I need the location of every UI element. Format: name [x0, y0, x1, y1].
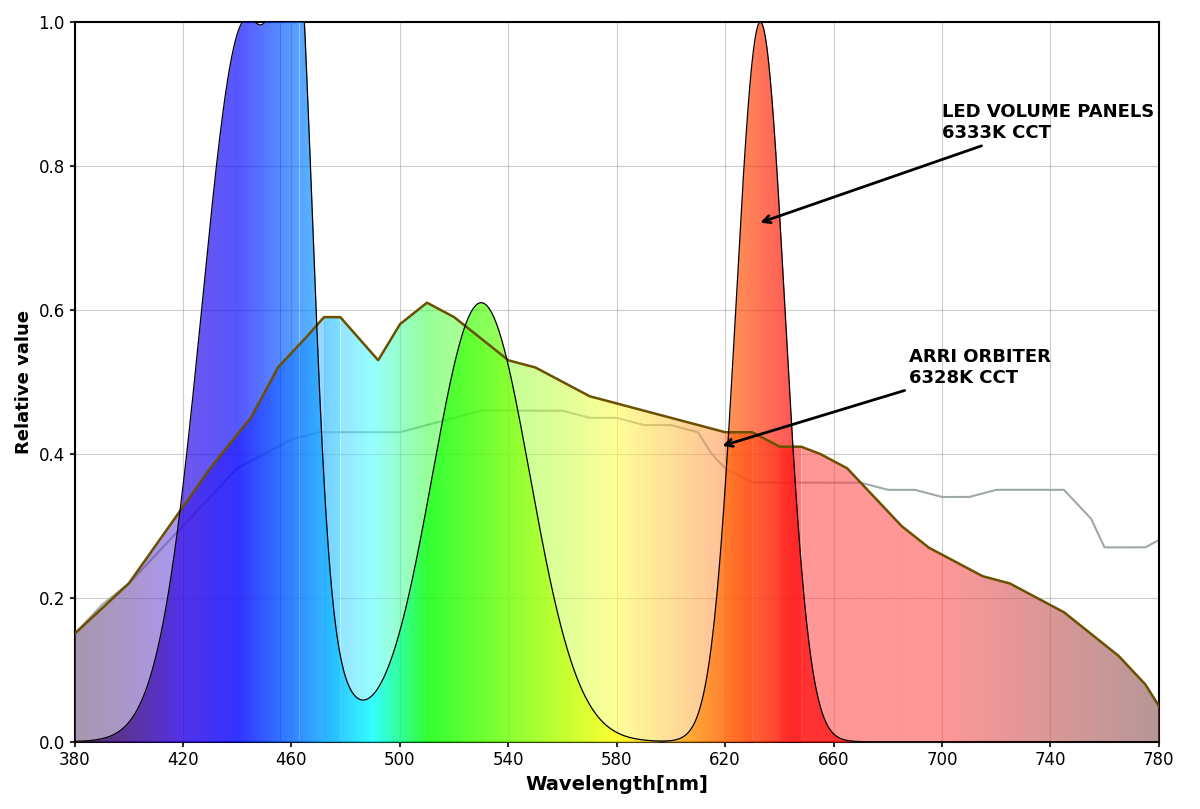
- Text: ARRI ORBITER
6328K CCT: ARRI ORBITER 6328K CCT: [725, 348, 1051, 447]
- Text: LED VOLUME PANELS
6333K CCT: LED VOLUME PANELS 6333K CCT: [763, 104, 1154, 222]
- X-axis label: Wavelength[nm]: Wavelength[nm]: [526, 775, 708, 794]
- Y-axis label: Relative value: Relative value: [16, 310, 34, 454]
